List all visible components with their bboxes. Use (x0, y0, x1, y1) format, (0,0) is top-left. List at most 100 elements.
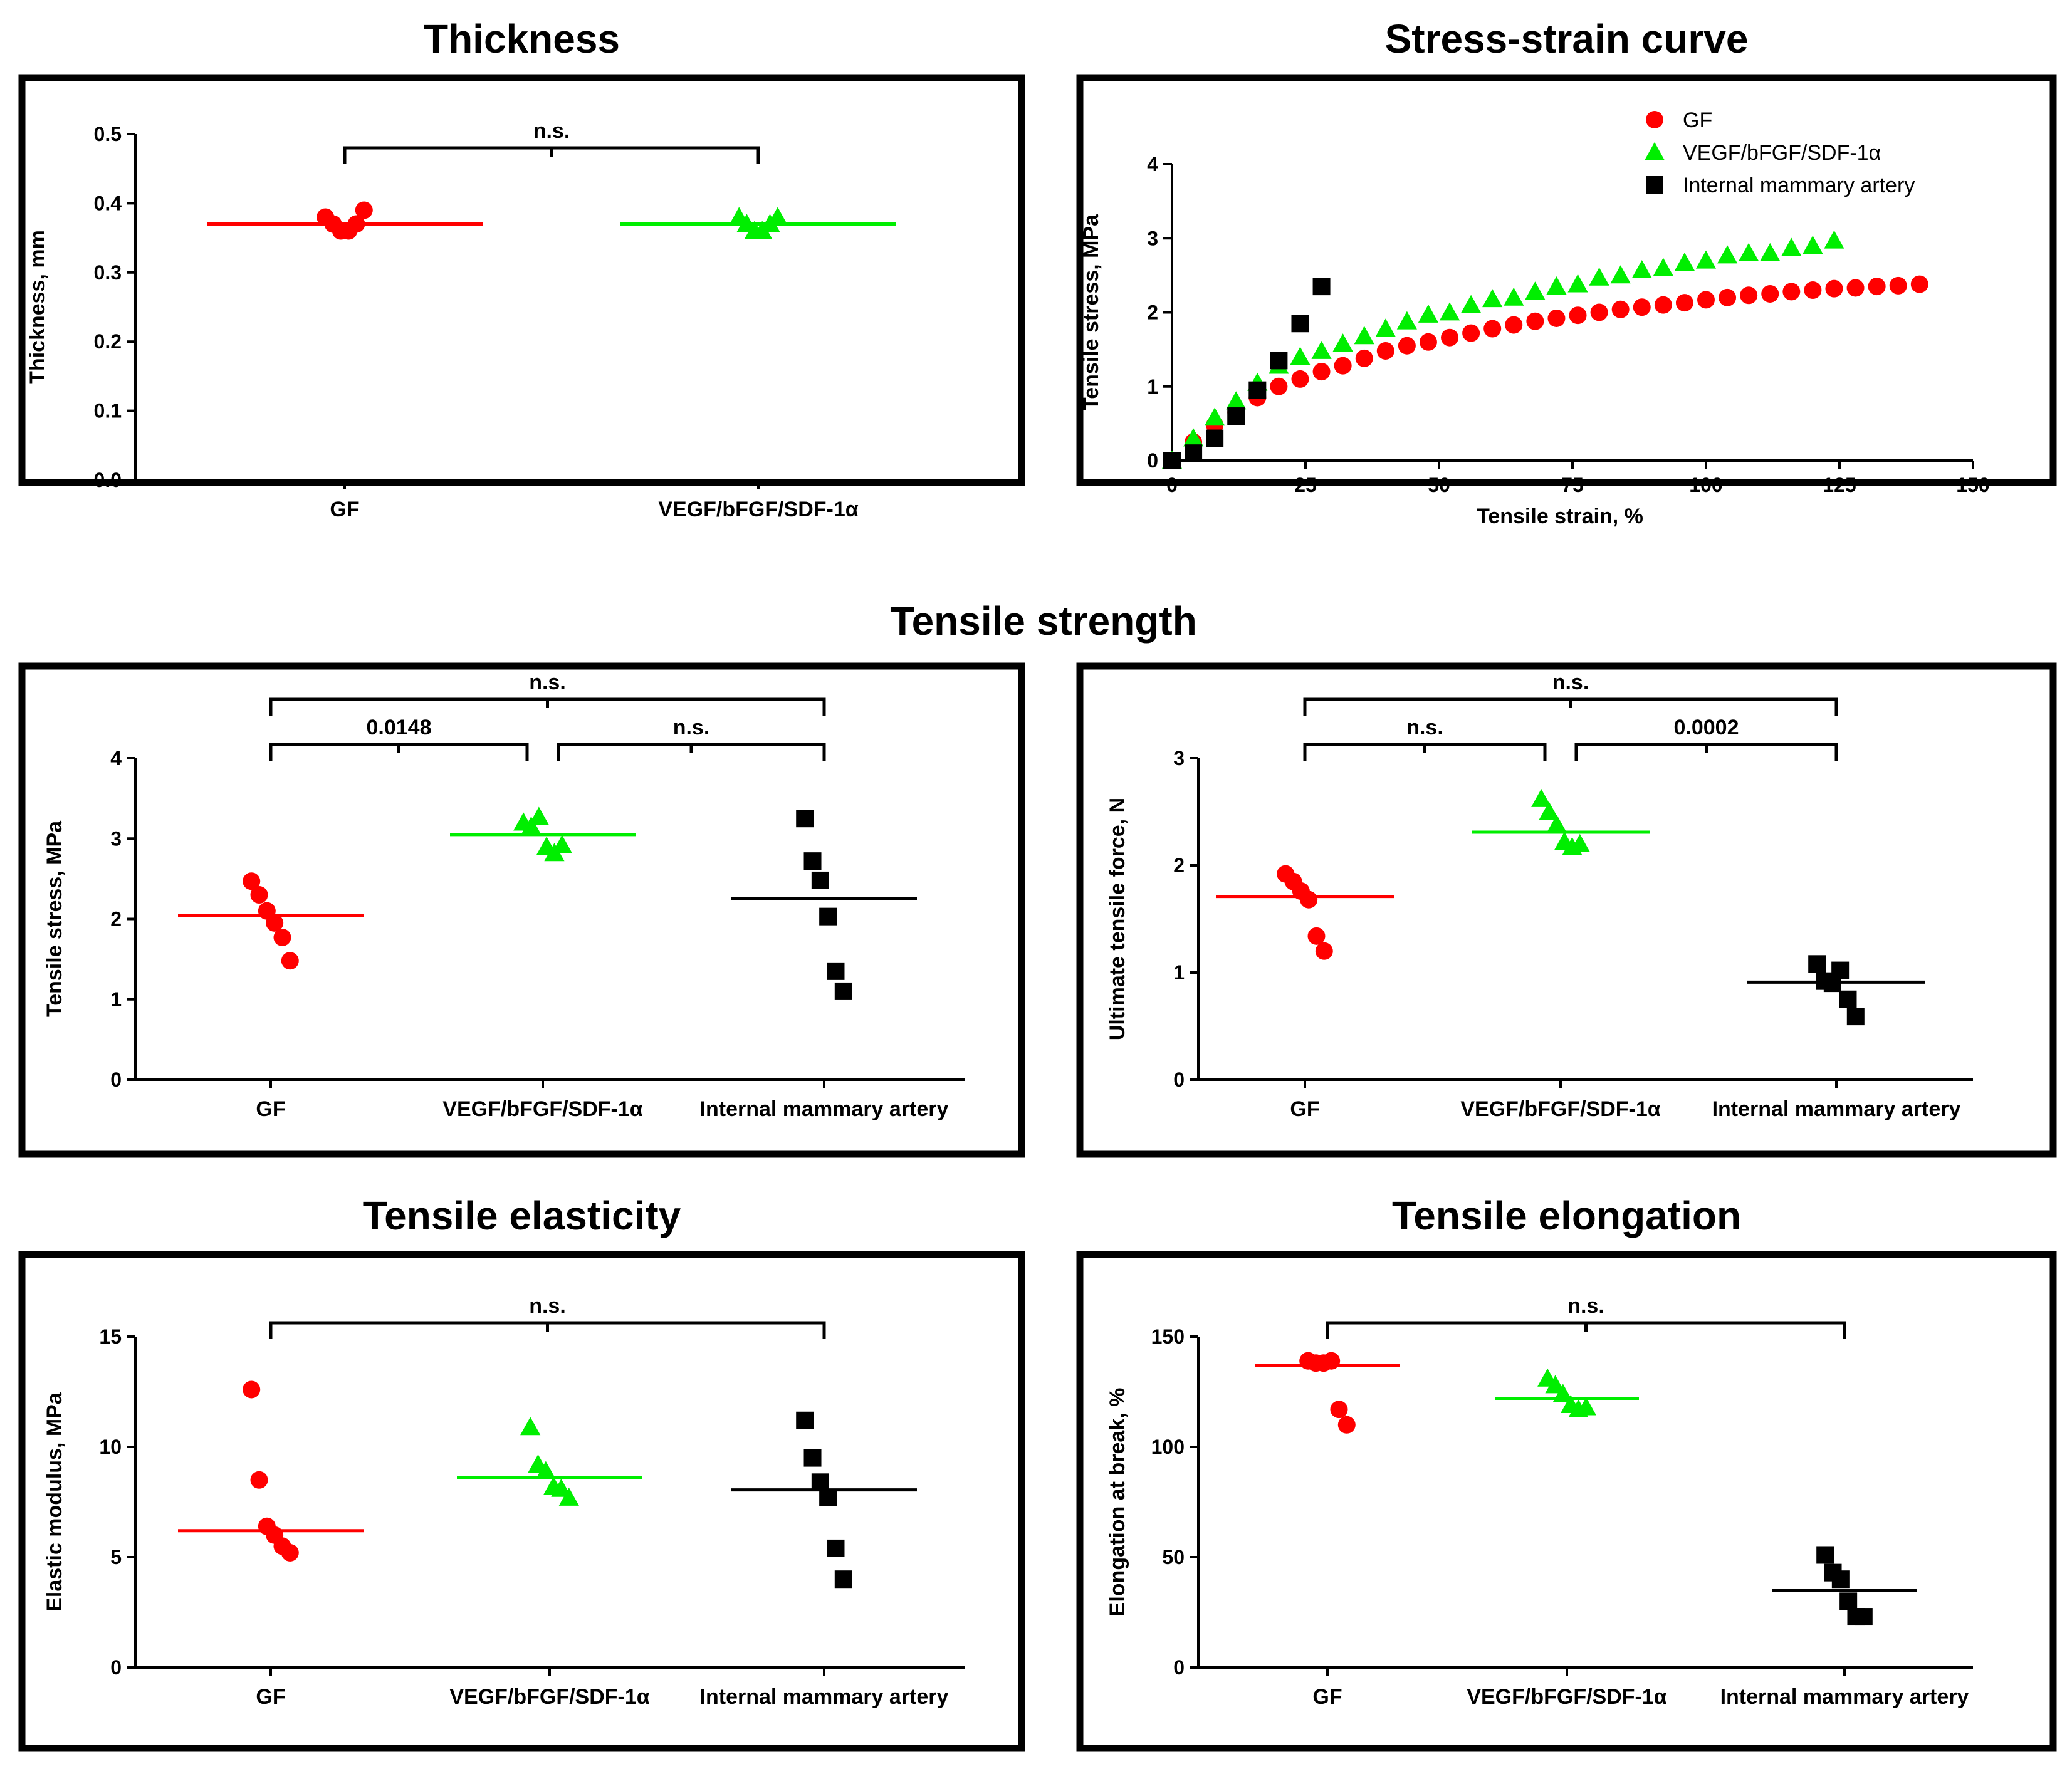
data-point (1462, 324, 1480, 342)
data-point (1526, 312, 1544, 330)
series-VEGF/bFGF/SDF-1α (1495, 1368, 1639, 1418)
chart-title: Tensile elasticity (363, 1193, 681, 1238)
data-point (1719, 288, 1737, 306)
y-axis-title: Elongation at break, % (1106, 1388, 1129, 1617)
data-point (1825, 279, 1843, 298)
panel-tensile_stress: 0 1 2 3 4 Tensile stress, MPa GF VEGF/bFGF/SDF-… (18, 662, 1025, 1158)
series-Internal mammary artery (1747, 955, 1925, 1026)
data-point (1631, 259, 1652, 278)
data-point (1322, 1352, 1341, 1370)
data-point (1839, 990, 1857, 1008)
data-point (1312, 278, 1331, 296)
series-VEGF/bFGF/SDF-1α (1472, 788, 1650, 855)
data-point (347, 215, 365, 233)
data-point (1334, 357, 1352, 375)
data-point (1504, 287, 1524, 306)
x-tick-label: 75 (1561, 474, 1584, 496)
data-point (1675, 294, 1693, 312)
significance-bracket: n.s. (269, 670, 826, 716)
x-category-label: GF (256, 1685, 285, 1709)
bracket-line (269, 1321, 826, 1339)
data-point (355, 201, 373, 219)
data-point (1355, 349, 1373, 367)
data-point (250, 1471, 268, 1489)
x-category-label: GF (1312, 1685, 1342, 1709)
data-point (243, 872, 261, 890)
legend-label: GF (1683, 108, 1712, 132)
significance-bracket: n.s. (1303, 716, 1547, 761)
data-point (1839, 1592, 1858, 1610)
bracket-label: 0.0148 (367, 716, 432, 739)
y-tick-label: 15 (99, 1325, 122, 1348)
x-tick-label: 0 (1166, 474, 1178, 496)
data-point (1396, 311, 1417, 330)
y-tick-label: 150 (1151, 1325, 1185, 1348)
significance-bracket: n.s. (557, 716, 826, 761)
significance-bracket: n.s. (343, 119, 760, 164)
data-point (1804, 281, 1822, 300)
data-point (1855, 1608, 1873, 1626)
panel-frame (1076, 1251, 2057, 1752)
legend-marker (1646, 111, 1663, 128)
data-point (819, 1488, 837, 1506)
y-tick-label: 0.5 (94, 123, 122, 145)
significance-bracket: 0.0002 (1574, 716, 1838, 761)
data-point (819, 907, 837, 926)
panel-thickness: Thickness 0.0 0.1 0.2 0.3 0.4 0.5 Thickness, mm… (18, 16, 1025, 521)
data-point (243, 1380, 261, 1399)
y-tick-label: 4 (1147, 153, 1158, 175)
data-point (767, 207, 788, 226)
x-category-label: Internal mammary artery (700, 1097, 949, 1121)
x-category-label: GF (256, 1097, 285, 1121)
y-tick-label: 0 (1173, 1068, 1185, 1091)
bracket-label: 0.0002 (1674, 716, 1739, 739)
data-point (1654, 296, 1672, 314)
data-point (1330, 1401, 1348, 1419)
data-point (1808, 955, 1826, 973)
data-point (1183, 428, 1204, 447)
x-tick-label: 100 (1689, 474, 1722, 496)
data-point (803, 1449, 822, 1467)
data-point (1354, 326, 1374, 345)
x-tick-label: 25 (1294, 474, 1317, 496)
legend-marker (1646, 176, 1663, 194)
data-point (1545, 1375, 1566, 1394)
y-tick-label: 0 (1173, 1656, 1185, 1679)
data-point (1185, 444, 1203, 462)
x-category-label: Internal mammary artery (1720, 1685, 1969, 1709)
series-VEGF/bFGF/SDF-1α (620, 207, 896, 239)
data-point (281, 952, 299, 970)
series-Internal mammary artery (1163, 278, 1331, 469)
y-tick-label: 0 (1147, 449, 1158, 472)
x-category-label: VEGF/bFGF/SDF-1α (449, 1685, 649, 1709)
data-point (520, 1417, 541, 1436)
data-point (1482, 289, 1503, 308)
data-point (1248, 381, 1267, 399)
y-tick-label: 2 (1147, 301, 1158, 324)
x-category-label: Internal mammary artery (700, 1685, 949, 1709)
data-point (1910, 275, 1928, 293)
data-point (1270, 377, 1288, 395)
data-point (834, 982, 852, 1000)
data-point (1569, 306, 1587, 325)
panel-stress_strain: Stress-strain curve 0 1 2 3 4 Tensile stress, … (1076, 16, 2057, 528)
data-point (1307, 927, 1326, 945)
data-point (811, 1473, 829, 1491)
data-point (528, 806, 549, 825)
y-tick-label: 0.0 (94, 469, 122, 491)
data-point (1270, 352, 1288, 370)
data-point (1653, 258, 1673, 276)
series-GF (1216, 865, 1394, 960)
data-point (1441, 328, 1459, 347)
y-tick-label: 1 (1173, 961, 1185, 984)
bracket-label: n.s. (529, 670, 566, 694)
y-axis-title: Thickness, mm (26, 230, 50, 384)
significance-bracket: n.s. (269, 1294, 826, 1339)
y-tick-label: 3 (1147, 227, 1158, 249)
data-point (1569, 833, 1590, 852)
chart-title: Stress-strain curve (1385, 16, 1749, 61)
bracket-line (557, 743, 826, 761)
data-point (1418, 304, 1439, 323)
legend: GF VEGF/bFGF/SDF-1α Internal mammary arter… (1644, 108, 1915, 197)
